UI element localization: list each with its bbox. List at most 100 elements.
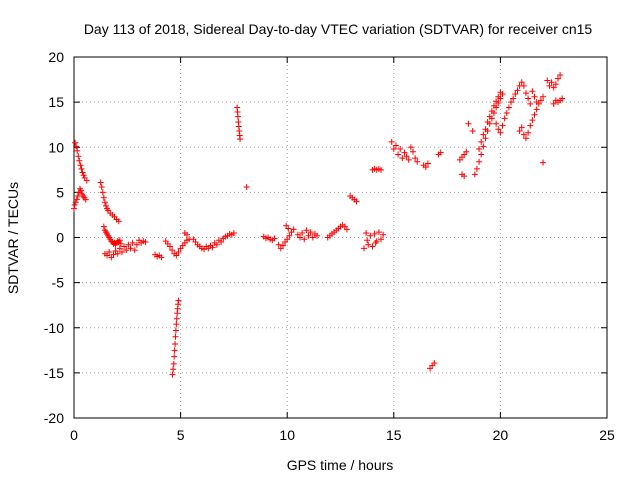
data-point <box>76 157 83 164</box>
y-tick-label: -20 <box>44 410 64 426</box>
data-point <box>484 118 491 125</box>
data-point <box>369 243 376 250</box>
data-points <box>71 72 566 378</box>
data-point <box>115 218 122 225</box>
data-point <box>510 95 517 102</box>
data-point <box>175 297 182 304</box>
data-point <box>172 327 179 334</box>
data-point <box>518 124 525 131</box>
plot-frame <box>73 56 608 419</box>
data-point <box>79 169 86 176</box>
data-point <box>480 131 487 138</box>
data-point <box>303 227 310 234</box>
data-point <box>171 353 178 360</box>
data-point <box>476 158 483 165</box>
data-point <box>129 239 136 246</box>
data-point <box>401 149 408 156</box>
data-point <box>554 75 561 82</box>
y-tick-label: -5 <box>52 275 65 291</box>
data-point <box>395 151 402 158</box>
data-point <box>552 97 559 104</box>
data-point <box>218 239 225 246</box>
x-tick-label: 5 <box>177 427 185 443</box>
data-point <box>529 117 536 124</box>
data-point <box>117 240 124 247</box>
data-point <box>175 248 182 255</box>
data-point <box>476 146 483 153</box>
data-point <box>173 315 180 322</box>
x-axis-label: GPS time / hours <box>287 457 394 473</box>
y-tick-label: -15 <box>44 365 64 381</box>
x-tick-label: 25 <box>599 427 615 443</box>
data-point <box>169 371 176 378</box>
y-tick-label: -10 <box>44 320 64 336</box>
data-point <box>531 111 538 118</box>
data-point <box>127 245 134 252</box>
data-point <box>98 183 105 190</box>
data-point <box>343 226 350 233</box>
data-point <box>131 247 138 254</box>
data-point <box>557 72 564 79</box>
x-tick-label: 20 <box>493 427 509 443</box>
axis-ticks <box>73 56 608 419</box>
y-axis-label: SDTVAR / TECUs <box>5 182 21 294</box>
data-point <box>497 129 504 136</box>
y-tick-label: 15 <box>48 94 64 110</box>
data-point <box>74 147 81 154</box>
data-point <box>243 183 250 190</box>
data-point <box>505 104 512 111</box>
data-point <box>99 189 106 196</box>
data-point <box>353 198 360 205</box>
data-point <box>169 247 176 254</box>
data-point <box>209 244 216 251</box>
data-point <box>405 156 412 163</box>
data-point <box>142 239 149 246</box>
data-point <box>234 113 241 120</box>
data-point <box>527 122 534 129</box>
data-point <box>520 82 527 89</box>
data-point <box>403 153 410 160</box>
data-point <box>493 120 500 127</box>
data-point <box>286 232 293 239</box>
data-point <box>271 235 278 242</box>
data-point <box>372 239 379 246</box>
data-point <box>493 98 500 105</box>
data-point <box>495 126 502 133</box>
data-point <box>102 202 109 209</box>
data-point <box>363 229 370 236</box>
data-point <box>529 88 536 95</box>
data-point <box>305 232 312 239</box>
data-point <box>71 205 77 212</box>
data-point <box>533 99 540 106</box>
data-point <box>367 232 374 239</box>
data-point <box>514 87 521 94</box>
data-point <box>100 194 107 201</box>
data-point <box>172 340 179 347</box>
data-point <box>463 148 470 155</box>
data-point <box>296 234 303 241</box>
data-point <box>471 171 478 178</box>
data-point <box>522 135 529 142</box>
y-tick-labels: -20 -15 -10 -5 0 5 10 15 20 <box>44 49 64 426</box>
data-point <box>100 223 107 230</box>
x-tick-label: 15 <box>386 427 402 443</box>
data-point <box>116 237 123 244</box>
data-point <box>424 160 431 167</box>
data-point <box>73 143 80 150</box>
data-point <box>72 139 79 146</box>
data-point <box>525 95 532 102</box>
data-point <box>390 146 397 153</box>
data-point <box>173 321 180 328</box>
data-point <box>495 93 502 100</box>
data-point <box>378 236 385 243</box>
data-point <box>299 229 306 236</box>
data-point <box>125 241 132 248</box>
data-point <box>497 89 504 96</box>
data-point <box>522 90 529 97</box>
data-point <box>279 242 286 249</box>
data-point <box>72 199 79 206</box>
data-point <box>78 165 85 172</box>
data-point <box>540 159 547 166</box>
data-point <box>230 229 237 236</box>
data-point <box>166 243 173 250</box>
